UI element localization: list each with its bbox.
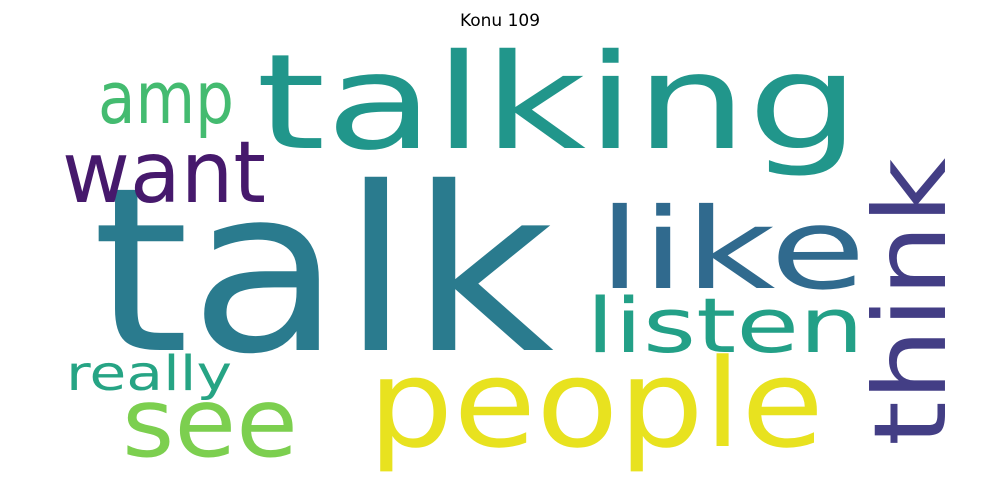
word-amp: amp [98,56,234,140]
word-talking: talking [256,26,860,180]
word-talk: talk [92,138,554,404]
word-want: want [62,123,266,223]
word-see: see [122,367,298,479]
word-like: like [598,185,866,315]
word-people: people [368,333,824,475]
word-really: really [66,346,232,402]
word-listen: listen [586,281,864,370]
chart-title: Konu 109 [459,11,541,31]
word-think: think [852,158,969,446]
